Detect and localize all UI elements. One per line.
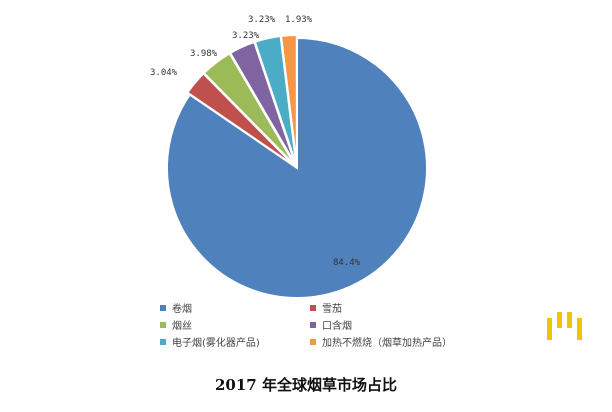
data-label: 84.4% <box>333 258 361 268</box>
data-label: 3.04% <box>150 68 178 78</box>
legend-item: 加热不燃烧（烟草加热产品） <box>310 334 452 349</box>
legend-item: 电子烟(雾化器产品) <box>160 334 260 349</box>
pie-slice <box>166 36 428 299</box>
legend-swatch <box>310 338 316 345</box>
legend-label: 电子烟(雾化器产品) <box>172 338 260 349</box>
data-label: 3.23% <box>232 31 260 41</box>
legend-item: 烟丝 <box>160 317 192 332</box>
legend-label: 雪茄 <box>322 304 342 315</box>
data-label: 3.98% <box>190 49 218 59</box>
legend-swatch <box>310 321 316 328</box>
legend-swatch <box>310 304 316 311</box>
legend-item: 口含烟 <box>310 317 352 332</box>
legend-item: 卷烟 <box>160 300 192 315</box>
legend-item: 雪茄 <box>310 300 342 315</box>
legend-swatch <box>160 338 166 345</box>
data-label: 3.23% <box>248 15 276 25</box>
legend-swatch <box>160 304 166 311</box>
data-label: 1.93% <box>285 15 313 25</box>
pie-slice <box>279 34 298 166</box>
legend-label: 卷烟 <box>172 304 192 315</box>
legend-label: 口含烟 <box>322 321 352 332</box>
logo-icon <box>545 310 585 346</box>
legend-label: 烟丝 <box>172 321 192 332</box>
legend-swatch <box>160 321 166 328</box>
legend-label: 加热不燃烧（烟草加热产品） <box>322 338 452 349</box>
chart-title: 2017 年全球烟草市场占比 <box>215 376 397 394</box>
